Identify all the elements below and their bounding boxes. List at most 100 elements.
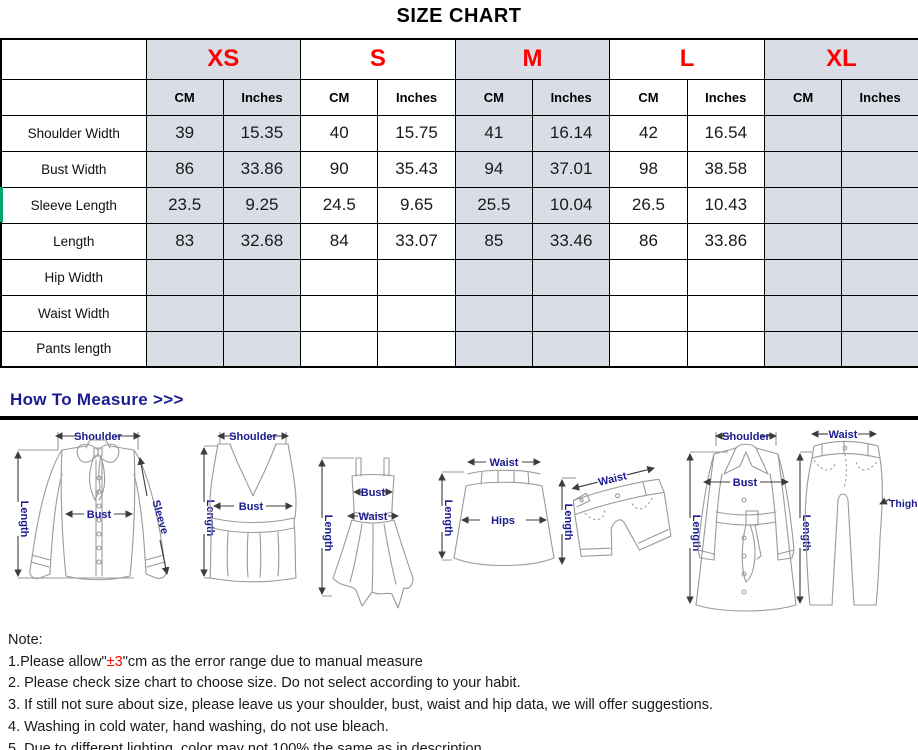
value-cell xyxy=(454,258,534,296)
dress-bust-label: Bust xyxy=(361,487,386,499)
unit-header: Inches xyxy=(841,78,918,116)
table-row: Sleeve Length 23.5 9.25 24.5 9.65 25.5 10.04 26… xyxy=(0,186,918,224)
size-header: M xyxy=(454,38,611,80)
value-cell: 9.65 xyxy=(377,186,456,224)
value-cell xyxy=(686,294,765,332)
value-cell xyxy=(377,294,456,332)
row-highlight-marker xyxy=(0,187,3,222)
value-cell: 23.5 xyxy=(145,186,224,224)
value-cell xyxy=(300,294,379,332)
unit-header: CM xyxy=(763,78,843,116)
value-cell xyxy=(145,330,224,368)
shorts-length-label: Length xyxy=(562,504,574,541)
figure-shorts: Length Waist xyxy=(558,466,672,565)
value-cell: 86 xyxy=(609,222,688,260)
value-cell xyxy=(145,294,224,332)
value-cell xyxy=(532,330,611,368)
value-cell xyxy=(841,114,918,152)
figure-jeans: Waist Length Thigh xyxy=(796,429,918,606)
skirt-hips-label: Hips xyxy=(491,515,515,527)
unit-header: CM xyxy=(145,78,224,116)
size-table: XS S M L XL CM Inches CM Inches CM Inches CM Inches C… xyxy=(0,38,918,368)
value-cell xyxy=(609,258,688,296)
value-cell xyxy=(841,258,918,296)
value-cell: 15.35 xyxy=(222,114,302,152)
value-cell: 16.54 xyxy=(686,114,765,152)
value-cell: 25.5 xyxy=(454,186,534,224)
value-cell xyxy=(686,330,765,368)
value-cell: 15.75 xyxy=(377,114,456,152)
value-cell: 33.07 xyxy=(377,222,456,260)
coat-bust-label: Bust xyxy=(733,477,758,489)
table-row: Shoulder Width 39 15.35 40 15.75 41 16.14 42 16.… xyxy=(0,114,918,152)
row-label: Sleeve Length xyxy=(0,186,147,224)
value-cell xyxy=(686,258,765,296)
value-cell: 86 xyxy=(145,150,224,188)
value-cell: 38.58 xyxy=(686,150,765,188)
tank-length-label: Length xyxy=(204,500,216,537)
value-cell: 90 xyxy=(300,150,379,188)
value-cell: 16.14 xyxy=(532,114,611,152)
value-cell: 35.43 xyxy=(377,150,456,188)
skirt-length-label: Length xyxy=(442,500,454,537)
coat-shoulder-label: Shoulder xyxy=(722,431,770,443)
value-cell xyxy=(454,330,534,368)
row-label: Length xyxy=(0,222,147,260)
size-header: XL xyxy=(763,38,918,80)
unit-header: Inches xyxy=(222,78,302,116)
value-cell: 26.5 xyxy=(609,186,688,224)
table-row: Pants length xyxy=(0,330,918,368)
figure-slip-dress: Length Bust Waist xyxy=(318,457,414,609)
value-cell xyxy=(222,258,302,296)
blouse-length-label: Length xyxy=(18,501,30,538)
table-row: Length 83 32.68 84 33.07 85 33.46 86 33.86 xyxy=(0,222,918,260)
value-cell xyxy=(609,294,688,332)
dress-length-label: Length xyxy=(322,515,334,552)
figure-coat: Shoulder Length Bust xyxy=(686,431,797,612)
row-label: Waist Width xyxy=(0,294,147,332)
value-cell: 85 xyxy=(454,222,534,260)
note-line-2: 2. Please check size chart to choose siz… xyxy=(8,675,521,692)
value-cell: 33.46 xyxy=(532,222,611,260)
value-cell xyxy=(222,330,302,368)
value-cell: 33.86 xyxy=(686,222,765,260)
unit-header: CM xyxy=(300,78,379,116)
value-cell: 94 xyxy=(454,150,534,188)
value-cell xyxy=(841,186,918,224)
unit-header: Inches xyxy=(686,78,765,116)
value-cell xyxy=(841,330,918,368)
notes-section: Note: 1.Please allow"±3"cm as the error … xyxy=(8,630,913,750)
value-cell xyxy=(300,330,379,368)
value-cell: 37.01 xyxy=(532,150,611,188)
value-cell: 10.04 xyxy=(532,186,611,224)
note-line-1: 1.Please allow"±3"cm as the error range … xyxy=(8,652,913,674)
value-cell xyxy=(763,258,843,296)
corner-cell-2 xyxy=(0,78,147,116)
value-cell: 24.5 xyxy=(300,186,379,224)
value-cell xyxy=(377,258,456,296)
row-label: Shoulder Width xyxy=(0,114,147,152)
notes-title: Note: xyxy=(8,632,43,648)
value-cell: 9.25 xyxy=(222,186,302,224)
jeans-thigh-label: Thigh xyxy=(889,498,918,510)
table-row: Waist Width xyxy=(0,294,918,332)
figure-skirt: Waist Length Hips xyxy=(438,457,555,566)
value-cell xyxy=(532,258,611,296)
size-table-body: XS S M L XL CM Inches CM Inches CM Inches CM Inches C… xyxy=(0,38,918,368)
value-cell: 98 xyxy=(609,150,688,188)
row-label: Bust Width xyxy=(0,150,147,188)
measure-figures: Shoulder Length Bust xyxy=(14,429,918,612)
value-cell xyxy=(763,150,843,188)
value-cell: 10.43 xyxy=(686,186,765,224)
table-row: Bust Width 86 33.86 90 35.43 94 37.01 98 38.58 xyxy=(0,150,918,188)
value-cell xyxy=(532,294,611,332)
blouse-sleeve-label: Sleeve xyxy=(149,499,170,536)
size-header-row: XS S M L XL xyxy=(0,38,918,80)
tank-shoulder-label: Shoulder xyxy=(229,431,277,443)
unit-header: CM xyxy=(454,78,534,116)
blouse-bust-label: Bust xyxy=(87,509,112,521)
value-cell xyxy=(763,114,843,152)
note-line-5: 5. Due to different lighting, color may … xyxy=(8,740,486,750)
unit-header: Inches xyxy=(377,78,456,116)
